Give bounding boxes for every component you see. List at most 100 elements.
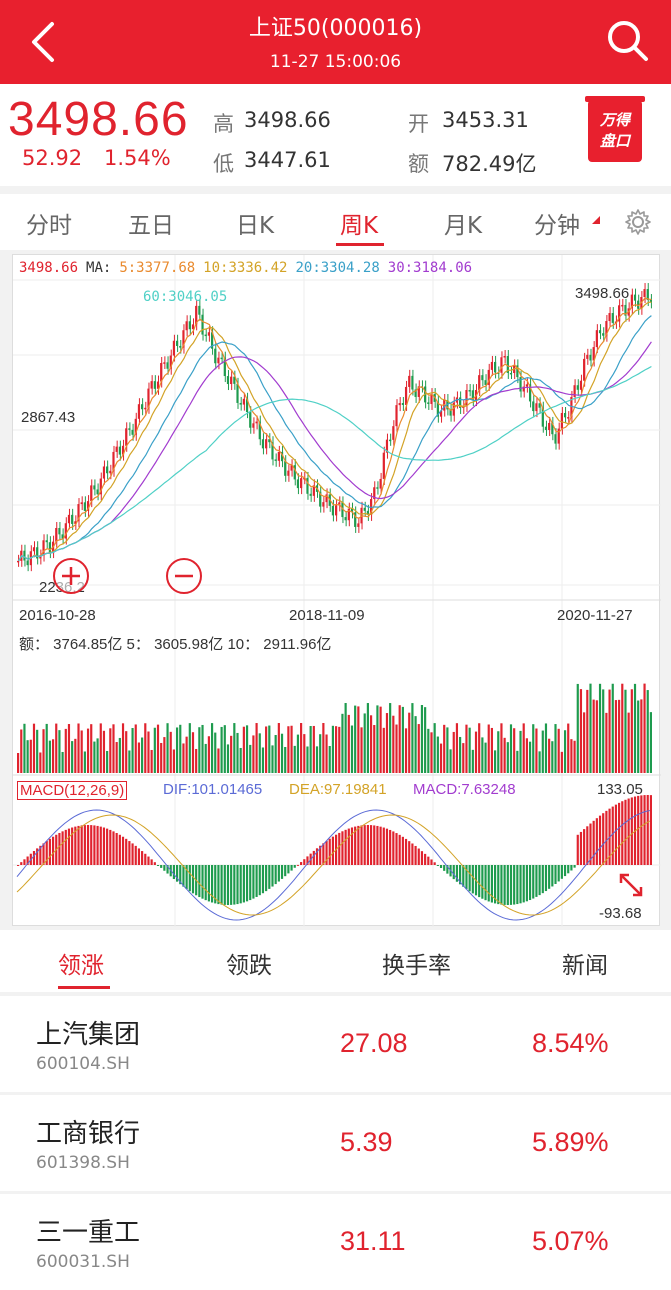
candle-body bbox=[166, 362, 169, 369]
candle-body bbox=[153, 381, 156, 389]
macd-bar bbox=[503, 865, 506, 905]
macd-low-label: -93.68 bbox=[599, 905, 642, 922]
tab-minute[interactable]: 分钟 bbox=[534, 213, 580, 239]
candle-body bbox=[452, 402, 455, 416]
volume-bar bbox=[300, 723, 303, 773]
wind-depth-button[interactable]: 万得 盘口 bbox=[585, 96, 645, 162]
candle-body bbox=[525, 384, 528, 387]
macd-bar bbox=[36, 848, 39, 865]
tab-intraday[interactable]: 分时 bbox=[26, 213, 72, 239]
volume-bar bbox=[204, 743, 207, 773]
volume-bar bbox=[459, 736, 462, 773]
candle-body bbox=[172, 340, 175, 356]
volume-bar bbox=[169, 731, 172, 773]
candle-body bbox=[39, 555, 42, 559]
macd-bar bbox=[137, 848, 141, 865]
candle-body bbox=[64, 523, 67, 539]
candle-body bbox=[239, 402, 242, 405]
macd-bar bbox=[271, 865, 274, 887]
chevron-left-icon[interactable] bbox=[22, 18, 66, 66]
macd-bar bbox=[563, 865, 567, 877]
ma-line bbox=[18, 301, 652, 562]
candle-body bbox=[147, 388, 150, 408]
macd-bar bbox=[509, 865, 513, 905]
candle-body bbox=[621, 304, 624, 307]
candle-body bbox=[80, 502, 83, 505]
macd-value: MACD:7.63248 bbox=[413, 781, 516, 798]
volume-bar bbox=[519, 730, 522, 773]
candle-body bbox=[567, 417, 570, 419]
candle-body bbox=[309, 493, 312, 496]
candle-body bbox=[201, 314, 204, 335]
tab-top-losers[interactable]: 领跌 bbox=[226, 953, 272, 979]
kline-chart[interactable]: 3498.66 MA: 5:3377.68 10:3336.42 20:3304.28 3… bbox=[12, 254, 661, 927]
candle-body bbox=[436, 401, 439, 417]
list-item[interactable]: 上汽集团 600104.SH 27.08 8.54% bbox=[0, 996, 671, 1092]
volume-bar bbox=[284, 746, 287, 773]
macd-bar bbox=[303, 859, 306, 865]
tab-turnover[interactable]: 换手率 bbox=[382, 953, 451, 979]
macd-bar bbox=[233, 865, 236, 905]
macd-bar bbox=[373, 825, 376, 865]
gear-icon[interactable] bbox=[624, 208, 652, 236]
macd-bar bbox=[366, 825, 369, 865]
volume-bar bbox=[338, 726, 341, 773]
macd-bar bbox=[90, 825, 93, 865]
volume-bar bbox=[315, 746, 319, 773]
volume-bar bbox=[408, 712, 411, 773]
ma-line bbox=[18, 365, 652, 562]
zoom-out-icon[interactable] bbox=[164, 556, 204, 596]
tab-monthly-k[interactable]: 月K bbox=[444, 213, 483, 239]
ma-line bbox=[18, 297, 652, 562]
macd-params[interactable]: MACD(12,26,9) bbox=[17, 781, 128, 800]
candle-body bbox=[268, 439, 271, 443]
volume-bar bbox=[77, 723, 80, 773]
volume-bar bbox=[430, 732, 433, 773]
candle-body bbox=[583, 358, 586, 381]
volume-bar bbox=[90, 724, 93, 773]
tab-daily-k[interactable]: 日K bbox=[236, 213, 275, 239]
macd-bar bbox=[528, 865, 532, 901]
candle-body bbox=[506, 356, 509, 373]
volume-bar bbox=[258, 733, 261, 773]
macd-bar bbox=[404, 838, 408, 865]
volume-bar bbox=[150, 749, 153, 773]
macd-bar bbox=[417, 848, 420, 865]
macd-bar bbox=[395, 833, 398, 865]
volume-bar bbox=[528, 741, 532, 773]
tab-news[interactable]: 新闻 bbox=[562, 953, 608, 979]
macd-bar bbox=[134, 845, 137, 865]
list-item[interactable]: 三一重工 600031.SH 31.11 5.07% bbox=[0, 1194, 671, 1290]
low-value: 3447.61 bbox=[244, 148, 331, 172]
volume-bar bbox=[131, 728, 134, 773]
macd-bar bbox=[586, 826, 589, 865]
macd-bar bbox=[500, 865, 503, 905]
candle-body bbox=[271, 442, 274, 460]
candle-body bbox=[55, 527, 58, 542]
list-item[interactable]: 工商银行 601398.SH 5.39 5.89% bbox=[0, 1095, 671, 1191]
macd-bar bbox=[398, 834, 401, 865]
candle-body bbox=[226, 376, 230, 385]
macd-bar bbox=[637, 795, 640, 865]
tab-top-gainers[interactable]: 领涨 bbox=[58, 953, 104, 979]
macd-bar bbox=[646, 795, 649, 865]
macd-bar bbox=[414, 845, 417, 865]
volume-bar bbox=[627, 712, 630, 773]
tab-five-day[interactable]: 五日 bbox=[128, 213, 174, 239]
candle-body bbox=[503, 356, 506, 358]
stock-name: 三一重工 bbox=[36, 1218, 141, 1248]
tab-weekly-k[interactable]: 周K bbox=[340, 213, 379, 239]
search-icon[interactable] bbox=[603, 16, 651, 64]
candle-body bbox=[618, 305, 621, 322]
ma-line bbox=[18, 341, 652, 562]
volume-bar bbox=[392, 715, 395, 773]
candle-body bbox=[121, 445, 125, 455]
candle-body bbox=[551, 422, 554, 435]
candle-body bbox=[350, 508, 354, 513]
candle-body bbox=[242, 398, 245, 405]
fullscreen-icon[interactable] bbox=[615, 869, 647, 901]
macd-bar bbox=[411, 843, 414, 865]
volume-bar bbox=[55, 723, 58, 773]
candle-body bbox=[293, 465, 296, 480]
zoom-in-icon[interactable] bbox=[51, 556, 91, 596]
